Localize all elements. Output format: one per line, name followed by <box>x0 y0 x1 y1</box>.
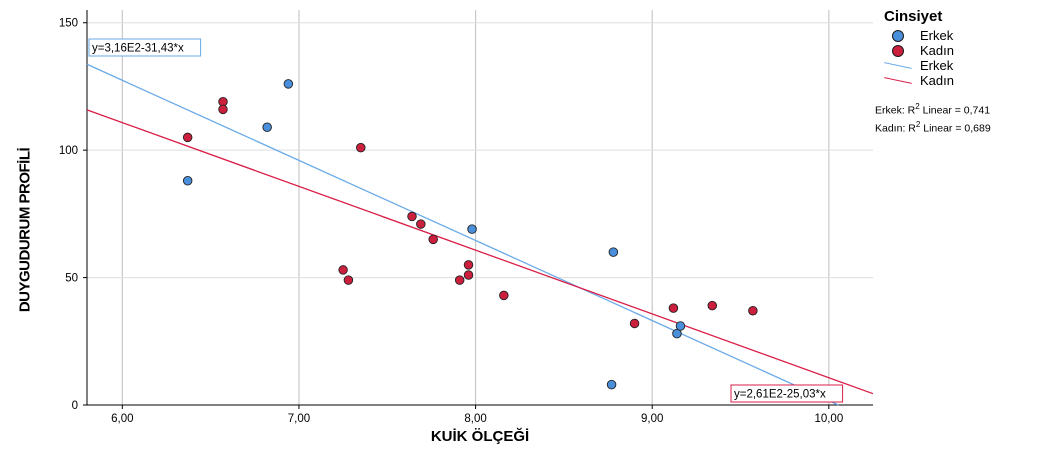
legend-label: Kadın <box>920 43 954 58</box>
fit-label-erkek: y=3,16E2-31,43*x <box>88 38 202 57</box>
x-tick-label: 8,00 <box>464 413 486 425</box>
r2-kadin: Kadın: R2 Linear = 0,689 <box>875 119 991 135</box>
point-kadın <box>218 104 228 115</box>
point-erkek <box>262 122 272 132</box>
y-tick-label: 50 <box>65 273 78 285</box>
point-kadın <box>463 270 474 280</box>
point-kadın <box>338 265 348 275</box>
point-kadın <box>629 318 640 329</box>
point-erkek <box>182 175 193 186</box>
y-tick-label: 0 <box>72 400 78 412</box>
legend-label: Erkek <box>920 58 954 73</box>
r2-erkek: Erkek: R2 Linear = 0,741 <box>875 102 991 117</box>
x-tick-label: 7,00 <box>288 413 310 425</box>
x-tick-label: 9,00 <box>641 413 663 425</box>
point-erkek <box>283 79 294 89</box>
fit-labels: y=3,16E2-31,43*x y=2,61E2-25,03*x <box>88 38 844 403</box>
label-text: y=2,61E2-25,03*x <box>734 389 826 401</box>
point-kadın <box>416 219 426 229</box>
label-box <box>730 384 844 403</box>
legend-item-kadin-marker: Kadın <box>872 43 1042 58</box>
legend-item-erkek-line: Erkek <box>872 58 1042 73</box>
tick-labels: 6,00 7,00 8,00 9,00 10,00 0 50 100 150 <box>59 18 843 425</box>
legend-erkek-dot <box>892 30 904 42</box>
x-tick-label: 10,00 <box>814 413 843 425</box>
legend-kadin-line <box>884 77 912 84</box>
x-axis-label: KUİK ÖLÇEĞİ <box>430 428 530 445</box>
legend-item-erkek-marker: Erkek <box>872 28 1042 43</box>
label-box <box>88 38 202 57</box>
legend-erkek-line <box>884 62 912 69</box>
point-erkek <box>675 321 686 331</box>
point-erkek <box>608 247 619 257</box>
point-kadın <box>668 303 679 313</box>
grid-lines <box>87 10 873 405</box>
legend: Cinsiyet Erkek Kadın Erkek Kadın <box>872 8 1042 88</box>
label-text: y=3,16E2-31,43*x <box>92 43 184 55</box>
point-kadın <box>407 211 417 222</box>
point-erkek <box>467 224 477 234</box>
point-erkek <box>606 379 617 390</box>
point-kadın <box>463 260 474 270</box>
point-kadın <box>707 300 718 311</box>
axes <box>83 10 873 409</box>
fit-label-kadin: y=2,61E2-25,03*x <box>730 384 844 403</box>
legend-title: Cinsiyet <box>884 8 943 25</box>
fit-line-kadın <box>86 109 874 395</box>
legend-label: Erkek <box>920 28 954 43</box>
fit-lines <box>86 63 874 406</box>
r-squared-box: Erkek: R2 Linear = 0,741 Kadın: R2 Linea… <box>875 100 991 135</box>
fit-line-erkek <box>86 63 839 406</box>
point-erkek <box>672 328 682 339</box>
y-axis-label-wrap: DUYGUDURUM PROFİLİ <box>10 130 40 330</box>
point-kadın <box>748 305 758 316</box>
point-kadın <box>499 290 509 301</box>
point-kadın <box>428 234 438 245</box>
legend-kadin-dot <box>892 45 904 57</box>
y-tick-label: 100 <box>59 145 78 157</box>
point-kadın <box>343 275 354 285</box>
point-kadın <box>356 142 366 153</box>
y-axis-label: DUYGUDURUM PROFİLİ <box>16 147 34 313</box>
legend-item-kadin-line: Kadın <box>872 73 1042 88</box>
x-tick-label: 6,00 <box>111 413 133 425</box>
data-points <box>182 79 758 390</box>
legend-label: Kadın <box>920 73 954 88</box>
y-tick-label: 150 <box>59 18 78 30</box>
point-kadın <box>182 132 193 143</box>
point-kadın <box>454 275 465 285</box>
